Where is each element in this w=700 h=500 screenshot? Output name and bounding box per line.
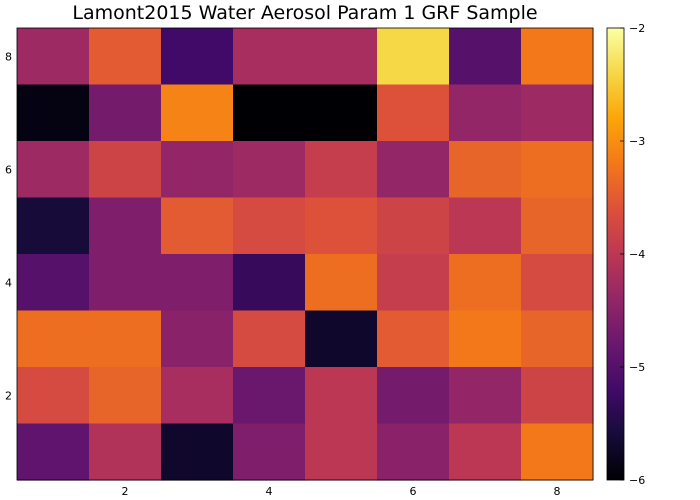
colorbar: −2 −3 −4 −5 −6 [606, 22, 645, 487]
heatmap-cell [377, 367, 450, 425]
heatmap-cell [17, 310, 90, 368]
heatmap-cells [17, 28, 594, 481]
heatmap-cell [449, 197, 522, 255]
chart-title: Lamont2015 Water Aerosol Param 1 GRF Sam… [72, 2, 537, 24]
heatmap-cell [233, 254, 306, 312]
heatmap-cell [161, 141, 234, 199]
x-tick-label: 4 [266, 485, 273, 498]
heatmap-cell [377, 84, 450, 142]
heatmap-cell [233, 423, 306, 481]
heatmap-cell [17, 254, 90, 312]
heatmap-cell [17, 197, 90, 255]
heatmap-cell [89, 141, 162, 199]
heatmap-cell [521, 423, 594, 481]
heatmap-cell [377, 197, 450, 255]
heatmap-cell [89, 28, 162, 86]
heatmap-cell [449, 28, 522, 86]
heatmap-cell [377, 28, 450, 86]
heatmap-cell [449, 254, 522, 312]
heatmap-cell [305, 367, 378, 425]
heatmap-cell [449, 84, 522, 142]
heatmap-cell [377, 254, 450, 312]
heatmap-cell [521, 84, 594, 142]
heatmap-cell [17, 423, 90, 481]
heatmap-cell [161, 310, 234, 368]
heatmap-cell [305, 84, 378, 142]
heatmap-cell [161, 254, 234, 312]
heatmap-cell [17, 367, 90, 425]
heatmap-cell [161, 28, 234, 86]
heatmap-cell [161, 367, 234, 425]
colorbar-tick-label: −5 [629, 361, 645, 374]
heatmap-cell [17, 84, 90, 142]
heatmap-cell [377, 141, 450, 199]
y-tick-label: 6 [5, 163, 12, 176]
heatmap-cell [233, 84, 306, 142]
heatmap-cell [449, 367, 522, 425]
x-tick-label: 2 [122, 485, 129, 498]
plot-frame [16, 27, 594, 481]
heatmap-cell [305, 254, 378, 312]
x-tick-label: 8 [554, 485, 561, 498]
heatmap-cell [377, 310, 450, 368]
heatmap-cell [521, 367, 594, 425]
heatmap-cell [233, 28, 306, 86]
heatmap-cell [89, 254, 162, 312]
heatmap-cell [233, 367, 306, 425]
colorbar-tick-label: −6 [629, 474, 645, 487]
heatmap-cell [449, 141, 522, 199]
heatmap-cell [521, 310, 594, 368]
y-tick-label: 4 [5, 276, 12, 289]
heatmap-cell [17, 28, 90, 86]
heatmap-cell [305, 28, 378, 86]
heatmap-cell [305, 423, 378, 481]
heatmap-cell [89, 310, 162, 368]
colorbar-tick-label: −2 [629, 22, 645, 35]
heatmap-cell [89, 197, 162, 255]
heatmap-cell [17, 141, 90, 199]
heatmap-cell [521, 28, 594, 86]
heatmap-cell [377, 423, 450, 481]
heatmap-cell [89, 367, 162, 425]
heatmap-cell [521, 197, 594, 255]
heatmap-cell [161, 197, 234, 255]
heatmap-cell [305, 141, 378, 199]
y-tick-label: 2 [5, 389, 12, 402]
axes: 2 4 6 8 2 4 6 8 [5, 27, 594, 498]
heatmap-cell [233, 141, 306, 199]
heatmap-cell [521, 141, 594, 199]
colorbar-tick-label: −3 [629, 135, 645, 148]
heatmap-cell [161, 423, 234, 481]
y-tick-label: 8 [5, 50, 12, 63]
heatmap-cell [521, 254, 594, 312]
colorbar-tick-label: −4 [629, 248, 645, 261]
x-tick-label: 6 [410, 485, 417, 498]
heatmap-cell [449, 310, 522, 368]
heatmap-cell [89, 84, 162, 142]
heatmap-cell [161, 84, 234, 142]
heatmap-cell [305, 197, 378, 255]
heatmap-cell [233, 310, 306, 368]
heatmap-cell [449, 423, 522, 481]
heatmap-cell [89, 423, 162, 481]
heatmap-cell [233, 197, 306, 255]
heatmap-cell [305, 310, 378, 368]
